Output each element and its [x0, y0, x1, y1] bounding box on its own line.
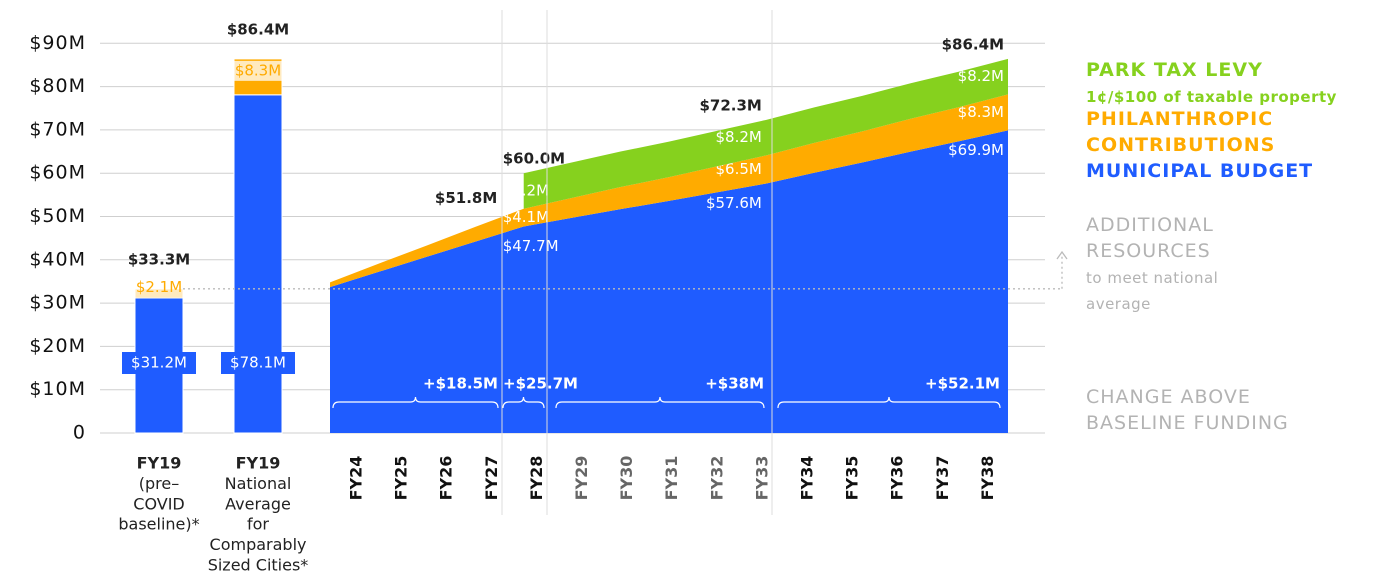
label-bg [122, 352, 196, 374]
x-tick-label: FY35 [843, 456, 862, 501]
area [330, 130, 1008, 433]
legend-label: MUNICIPAL BUDGET [1086, 160, 1314, 182]
total-label: $33.3M [128, 250, 190, 268]
annotation-note: to meet national average [1086, 269, 1219, 313]
total-label: $86.4M [942, 35, 1004, 53]
value-label: $8.2M [716, 128, 762, 146]
value-label: $4.1M [503, 208, 549, 226]
bar [233, 94, 283, 434]
area [523, 58, 1008, 209]
annotation-text: ADDITIONAL RESOURCES [1086, 214, 1214, 262]
total-label: $72.3M [699, 96, 761, 114]
x-tick-label: FY19 [236, 454, 281, 473]
total-label: $60.0M [503, 150, 565, 168]
value-label: $8.3M [958, 103, 1004, 121]
brace [502, 396, 545, 409]
brace [555, 396, 765, 409]
x-tick-label: Comparably [210, 535, 307, 554]
x-tick-label: FY25 [392, 456, 411, 501]
x-tick-label: FY37 [933, 456, 952, 501]
x-tick-label: FY27 [482, 456, 501, 501]
x-tick-label: FY28 [527, 456, 546, 501]
value-label: $6.5M [716, 160, 762, 178]
y-tick-label: $60M [29, 162, 86, 184]
value-label: $69.9M [948, 141, 1004, 159]
legend-label: PARK TAX LEVY [1086, 59, 1263, 81]
x-tick-label: FY24 [347, 456, 366, 501]
label-bg [132, 277, 186, 298]
x-tick-label: (pre– [139, 474, 179, 493]
change-label: +$52.1M [925, 375, 1000, 393]
y-tick-label: $30M [29, 292, 86, 314]
x-tick-label: National [225, 474, 292, 493]
legend-park: PARK TAX LEVY 1¢/$100 of taxable property [1086, 57, 1337, 109]
total-label: $51.8M [435, 189, 497, 207]
area [330, 94, 1008, 288]
y-tick-label: $10M [29, 378, 86, 400]
x-tick-label: FY26 [437, 456, 456, 501]
x-tick-label: FY33 [752, 456, 771, 501]
x-tick-label: FY29 [572, 456, 591, 501]
value-label: $2.1M [136, 278, 182, 296]
brace [777, 396, 1001, 409]
value-label: $8.2M [958, 67, 1004, 85]
label-bg [231, 60, 285, 81]
brace [332, 396, 499, 409]
x-tick-label: Average [225, 494, 291, 513]
x-tick-label: Sized Cities* [208, 556, 309, 575]
change-label: +$18.5M [423, 375, 498, 393]
x-tick-label: FY38 [978, 456, 997, 501]
value-label: $8.2M [503, 181, 549, 199]
x-tick-label: FY30 [617, 456, 636, 501]
label-bg [221, 352, 295, 374]
annotation: CHANGE ABOVE BASELINE FUNDING [1086, 386, 1289, 434]
x-tick-label: FY36 [888, 456, 907, 501]
legend-note: 1¢/$100 of taxable property [1086, 88, 1337, 106]
legend-label: PHILANTHROPIC CONTRIBUTIONS [1086, 108, 1276, 156]
y-tick-label: $20M [29, 335, 86, 357]
annotation: ADDITIONAL RESOURCES to meet national ave… [1086, 212, 1266, 316]
y-tick-label: 0 [73, 422, 86, 444]
x-tick-label: FY31 [662, 456, 681, 501]
y-tick-label: $50M [29, 205, 86, 227]
x-tick-label: FY19 [137, 454, 182, 473]
y-tick-label: $70M [29, 118, 86, 140]
change-label: +$25.7M [503, 375, 578, 393]
x-tick-label: FY32 [707, 456, 726, 501]
x-tick-label: baseline)* [118, 515, 199, 534]
value-label: $31.2M [131, 354, 187, 372]
arrow-head [1056, 250, 1068, 260]
value-label: $8.3M [235, 61, 281, 79]
total-label: $86.4M [227, 20, 289, 38]
y-tick-label: $80M [29, 75, 86, 97]
x-tick-label: FY34 [798, 456, 817, 501]
y-tick-label: $90M [29, 32, 86, 54]
value-label: $47.7M [503, 237, 559, 255]
x-tick-label: COVID [133, 494, 184, 513]
change-label: +$38M [705, 375, 764, 393]
value-label: $57.6M [706, 194, 762, 212]
value-label: $78.1M [230, 354, 286, 372]
y-tick-label: $40M [29, 248, 86, 270]
x-tick-label: for [247, 515, 269, 534]
